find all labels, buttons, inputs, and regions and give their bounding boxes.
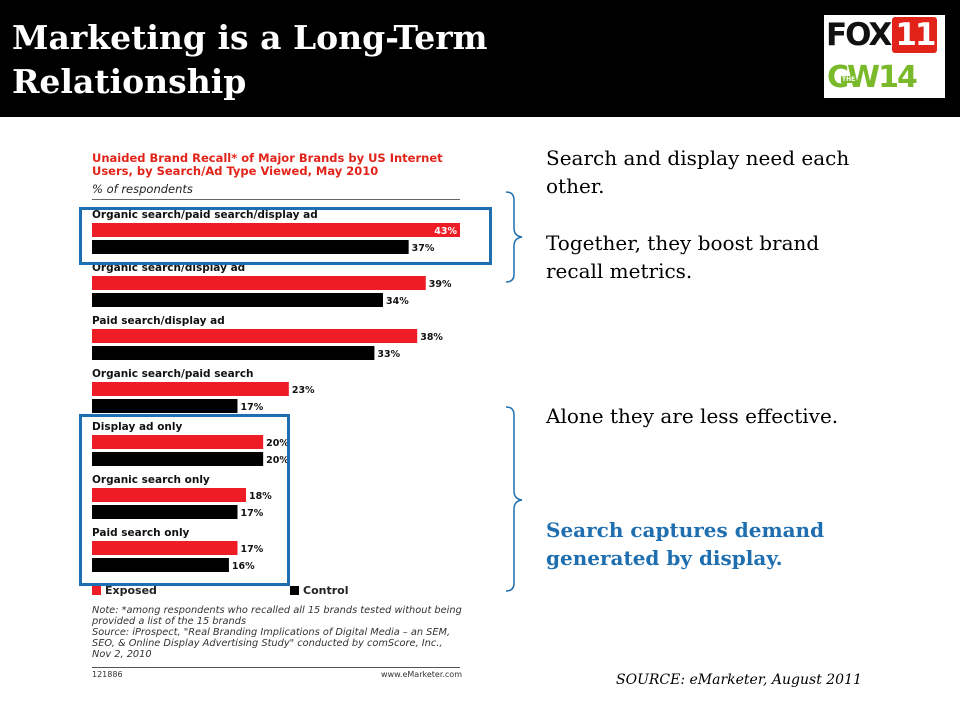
bar-control-organic-search-display-ad (92, 293, 383, 307)
slide-source: SOURCE: eMarketer, August 2011 (616, 672, 862, 688)
chart-notes: Note: *among respondents who recalled al… (92, 605, 464, 660)
bar-control-organic-search-paid-search-display-ad (92, 240, 409, 254)
chart-site: www.eMarketer.com (381, 670, 462, 679)
brace-top (505, 191, 523, 283)
value-label-exposed-paid-search-only: 17% (240, 544, 263, 555)
chart-footer-divider (92, 667, 460, 668)
value-label-exposed-organic-search-paid-search-display-ad: 43% (434, 226, 457, 237)
chart-note: Note: *among respondents who recalled al… (92, 605, 462, 627)
value-label-control-display-ad-only: 20% (266, 455, 289, 466)
text-less-effective: Alone they are less effective. (546, 404, 839, 428)
bar-exposed-organic-search-only (92, 488, 247, 502)
category-label-organic-search-paid-search-display-ad: Organic search/paid search/display ad (92, 209, 318, 221)
highlight-box-combined (79, 207, 492, 265)
brand-recall-chart: Unaided Brand Recall* of Major Brands by… (88, 148, 468, 688)
text-boost-recall: Together, they boost brand recall metric… (546, 231, 820, 283)
value-label-control-paid-search-display-ad: 33% (377, 349, 400, 360)
value-label-control-organic-search-paid-search: 17% (240, 402, 263, 413)
legend-item-control: Control (290, 584, 348, 597)
slide-title-line-1: Marketing is a Long-Term (12, 18, 488, 57)
brace-bottom (505, 406, 523, 592)
value-label-exposed-organic-search-paid-search: 23% (292, 385, 315, 396)
fox11-logo: FOX 11 (826, 17, 943, 53)
bar-exposed-organic-search-display-ad (92, 276, 426, 290)
value-label-control-organic-search-display-ad: 34% (386, 296, 409, 307)
legend-label-control: Control (303, 584, 349, 597)
bar-control-organic-search-paid-search (92, 399, 238, 413)
bar-exposed-paid-search-only (92, 541, 238, 555)
category-label-organic-search-paid-search: Organic search/paid search (92, 368, 254, 380)
category-label-display-ad-only: Display ad only (92, 421, 182, 433)
bar-exposed-organic-search-paid-search (92, 382, 289, 396)
category-label-organic-search-display-ad: Organic search/display ad (92, 262, 245, 274)
chart-source: Source: iProspect, "Real Branding Implic… (92, 627, 451, 660)
text-need-each-other: Search and display need each other. (546, 146, 850, 198)
value-label-control-organic-search-paid-search-display-ad: 37% (412, 243, 435, 254)
bar-control-paid-search-only (92, 558, 229, 572)
legend-item-exposed: Exposed (92, 584, 157, 597)
chart-title: Unaided Brand Recall* of Major Brands by… (92, 151, 443, 178)
cw14-logo: THECW14 (827, 60, 918, 95)
category-label-paid-search-display-ad: Paid search/display ad (92, 315, 225, 327)
legend-swatch-control (290, 586, 299, 595)
bar-control-paid-search-display-ad (92, 346, 375, 360)
category-label-paid-search-only: Paid search only (92, 527, 190, 539)
chart-divider (92, 199, 460, 200)
highlight-box-single (79, 414, 290, 586)
category-label-organic-search-only: Organic search only (92, 474, 210, 486)
value-label-control-organic-search-only: 17% (240, 508, 263, 519)
slide-title: Marketing is a Long-Term Relationship (12, 16, 572, 104)
value-label-exposed-paid-search-display-ad: 38% (420, 332, 443, 343)
chart-id: 121886 (92, 670, 123, 679)
value-label-exposed-organic-search-only: 18% (249, 491, 272, 502)
title-bar: Marketing is a Long-Term Relationship FO… (0, 0, 960, 117)
chart-plot: Organic search/paid search/display ad 43%… (92, 209, 460, 572)
legend-swatch-exposed (92, 586, 101, 595)
bar-exposed-organic-search-paid-search-display-ad (92, 223, 460, 237)
bar-exposed-paid-search-display-ad (92, 329, 418, 343)
bar-exposed-display-ad-only (92, 435, 264, 449)
slide-title-line-2: Relationship (12, 62, 247, 101)
bar-control-organic-search-only (92, 505, 238, 519)
bar-control-display-ad-only (92, 452, 264, 466)
value-label-exposed-display-ad-only: 20% (266, 438, 289, 449)
legend-label-exposed: Exposed (105, 584, 157, 597)
chart-subtitle: % of respondents (92, 182, 193, 196)
text-search-captures-demand: Search captures demand generated by disp… (546, 518, 825, 570)
value-label-control-paid-search-only: 16% (232, 561, 255, 572)
value-label-exposed-organic-search-display-ad: 39% (429, 279, 452, 290)
